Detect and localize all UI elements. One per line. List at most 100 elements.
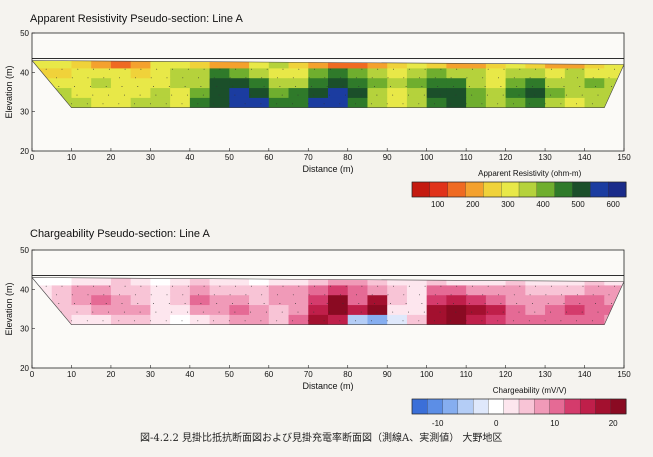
chargeability-data-point — [307, 320, 309, 322]
resistivity-cell — [229, 68, 250, 79]
resistivity-cell — [367, 60, 388, 69]
resistivity-cell — [505, 78, 526, 89]
resistivity-data-point — [355, 103, 357, 105]
resistivity-x-tick-label: 120 — [499, 153, 513, 162]
chargeability-cell — [505, 285, 526, 296]
chargeability-data-point — [582, 285, 584, 287]
resistivity-data-point — [235, 68, 237, 70]
chargeability-x-tick-label: 70 — [304, 370, 313, 379]
chargeability-cell — [150, 277, 171, 286]
resistivity-cell — [150, 97, 171, 108]
resistivity-colorbar-swatch — [465, 181, 484, 198]
resistivity-data-point — [498, 77, 499, 79]
chargeability-cell — [485, 285, 507, 296]
chargeability-cell — [189, 305, 211, 316]
chargeability-data-point — [402, 320, 404, 322]
resistivity-cell — [367, 97, 388, 108]
resistivity-cell — [189, 97, 211, 108]
resistivity-data-point — [200, 86, 202, 87]
resistivity-cell — [466, 97, 487, 108]
chargeability-cell — [189, 295, 211, 306]
resistivity-data-point — [503, 68, 505, 70]
chargeability-colorbar-swatch — [457, 398, 474, 415]
resistivity-data-point — [203, 68, 205, 70]
chargeability-cell — [466, 277, 487, 286]
resistivity-cell — [387, 68, 408, 79]
resistivity-data-point — [277, 77, 278, 79]
chargeability-data-point — [389, 303, 391, 304]
resistivity-data-point — [165, 103, 167, 105]
chargeability-data-point — [360, 311, 362, 313]
resistivity-x-tick-label: 140 — [578, 153, 592, 162]
resistivity-data-point — [218, 94, 220, 96]
resistivity-data-point — [481, 103, 483, 105]
resistivity-data-point — [102, 103, 104, 105]
resistivity-x-tick-label: 130 — [538, 153, 552, 162]
chargeability-data-point — [419, 294, 421, 296]
resistivity-data-point — [105, 86, 107, 87]
chargeability-cell — [426, 295, 447, 306]
resistivity-data-point — [216, 86, 218, 87]
chargeability-data-point — [102, 320, 104, 322]
resistivity-data-point — [155, 94, 157, 96]
chargeability-data-point — [403, 294, 405, 296]
resistivity-data-point — [544, 103, 546, 105]
resistivity-cell — [446, 60, 467, 69]
chargeability-data-point — [266, 285, 268, 287]
chargeability-cell — [347, 314, 369, 325]
resistivity-cell — [189, 68, 211, 79]
resistivity-cell — [170, 68, 191, 79]
resistivity-data-point — [153, 86, 155, 87]
chargeability-data-point — [531, 303, 533, 304]
chargeability-data-point — [393, 285, 394, 287]
resistivity-cell — [130, 97, 151, 108]
resistivity-cell — [51, 60, 73, 69]
resistivity-cell — [110, 68, 132, 79]
resistivity-cell — [426, 60, 447, 69]
chargeability-x-tick-label: 140 — [578, 370, 592, 379]
chargeability-data-point — [123, 311, 125, 313]
resistivity-data-point — [597, 94, 599, 96]
chargeability-cell — [426, 285, 447, 296]
chargeability-cell — [268, 285, 290, 296]
figure-caption: 図-4.2.2 見掛比抵抗断面図および見掛充電率断面図（測線A、実測値） 大野地… — [140, 431, 502, 444]
resistivity-data-point — [403, 77, 405, 79]
chargeability-data-point — [329, 285, 331, 287]
chargeability-data-point — [118, 320, 120, 322]
chargeability-cell — [387, 285, 408, 296]
resistivity-cell — [150, 88, 171, 99]
resistivity-data-point — [86, 103, 88, 105]
chargeability-data-point — [281, 311, 283, 313]
resistivity-cell — [110, 97, 132, 108]
resistivity-data-point — [228, 103, 230, 105]
chargeability-cell — [209, 285, 230, 296]
resistivity-cell — [288, 88, 309, 99]
resistivity-data-point — [377, 68, 379, 70]
chargeability-cell — [209, 295, 230, 306]
chargeability-x-axis-label: Distance (m) — [302, 381, 353, 391]
chargeability-cell — [604, 277, 624, 286]
chargeability-cell — [584, 314, 605, 325]
resistivity-y-axis-label: Elevation (m) — [4, 65, 14, 118]
chargeability-cell — [584, 305, 605, 316]
chargeability-data-point — [550, 311, 552, 313]
resistivity-cell — [387, 88, 408, 99]
resistivity-data-point — [329, 68, 331, 70]
resistivity-cell — [367, 78, 388, 89]
resistivity-cell — [288, 97, 309, 108]
chargeability-cell — [328, 305, 349, 316]
chargeability-colorbar-tick-label: 0 — [494, 419, 499, 428]
chargeability-cell — [545, 305, 566, 316]
chargeability-cell — [367, 285, 388, 296]
resistivity-data-point — [608, 77, 610, 79]
resistivity-data-point — [140, 68, 142, 70]
resistivity-colorbar-tick-label: 200 — [466, 200, 480, 209]
resistivity-data-point — [405, 86, 407, 87]
chargeability-cell — [130, 277, 151, 286]
chargeability-cell — [288, 305, 309, 316]
resistivity-data-point — [576, 77, 578, 79]
resistivity-heatmap — [32, 60, 624, 108]
resistivity-y-tick-label: 50 — [20, 29, 29, 38]
resistivity-cell — [150, 60, 171, 69]
resistivity-data-point — [87, 77, 89, 79]
